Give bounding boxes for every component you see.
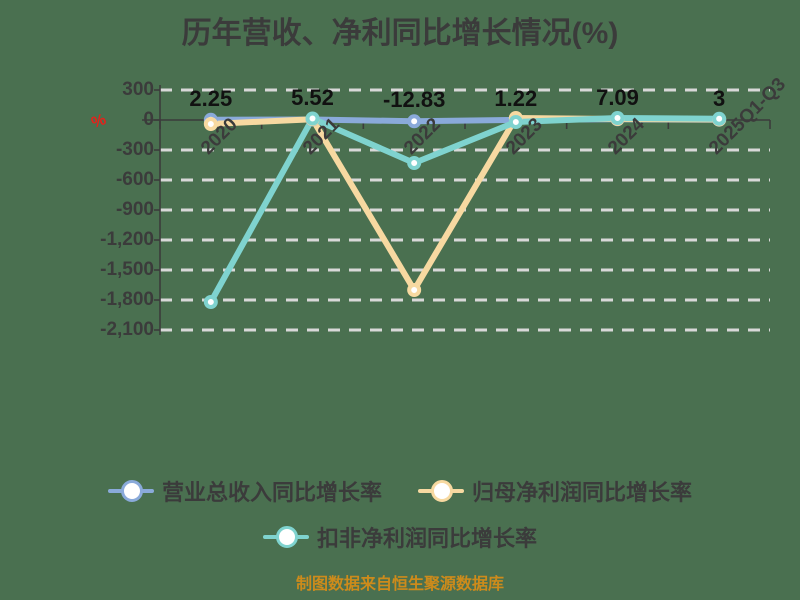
legend-label-deducted-profit: 扣非净利润同比增长率 — [316, 526, 537, 551]
legend-marker-icon-net-profit — [418, 478, 464, 504]
legend-row-1: 营业总收入同比增长率 归母净利润同比增长率 — [0, 468, 800, 514]
data-point-label: 1.22 — [494, 85, 538, 111]
legend-item-net-profit-growth[interactable]: 归母净利润同比增长率 — [418, 475, 692, 507]
series-points — [203, 111, 727, 309]
plot-svg — [142, 85, 771, 335]
data-point-label: 7.09 — [596, 85, 639, 111]
data-point-label: 2.25 — [189, 85, 233, 111]
plot-area: 300 0 -300 -600 -900 -1,200 -1,500 -1,800 -2,100… — [44, 0, 790, 470]
data-point-label: -12.83 — [382, 87, 446, 113]
y-tick-label: 300 — [122, 79, 154, 100]
y-tick-label: -2,100 — [100, 319, 154, 340]
chart-legend: 营业总收入同比增长率 归母净利润同比增长率 扣非净利润同比增长率 — [0, 468, 800, 560]
data-point[interactable] — [610, 111, 625, 125]
data-point[interactable] — [407, 283, 422, 297]
data-point-label: 3 — [713, 85, 726, 111]
y-axis-labels: 300 0 -300 -600 -900 -1,200 -1,500 -1,800 -2,100 — [44, 0, 154, 470]
data-point[interactable] — [305, 111, 320, 126]
data-point[interactable] — [203, 295, 218, 309]
series-lines — [207, 115, 723, 305]
legend-marker-icon-revenue — [107, 478, 154, 504]
gridlines — [160, 88, 770, 332]
data-point[interactable] — [712, 111, 727, 126]
data-point[interactable] — [508, 115, 523, 129]
y-tick-label: 0 — [143, 109, 154, 130]
data-point-label: 5.52 — [291, 85, 334, 111]
legend-item-deducted-profit-growth[interactable]: 扣非净利润同比增长率 — [262, 521, 537, 553]
legend-label-net-profit: 归母净利润同比增长率 — [472, 480, 693, 505]
legend-row-2: 扣非净利润同比增长率 — [0, 514, 800, 560]
data-point[interactable] — [407, 114, 422, 129]
legend-marker-icon-deducted-profit — [262, 524, 309, 550]
data-point[interactable] — [203, 117, 218, 131]
y-tick-label: -300 — [115, 139, 154, 160]
y-tick-label: -1,800 — [100, 289, 154, 310]
footer-source-note: 制图数据来自恒生聚源数据库 — [295, 576, 504, 593]
chart-title: 历年营收、净利同比增长情况(%) — [181, 17, 619, 50]
y-tick-label: -900 — [115, 199, 154, 220]
y-tick-label: -1,200 — [100, 229, 154, 250]
y-tick-label: -1,500 — [100, 259, 154, 280]
y-tick-label: -600 — [115, 169, 154, 190]
series-line — [207, 115, 723, 305]
legend-item-revenue-growth[interactable]: 营业总收入同比增长率 — [107, 475, 382, 507]
legend-label-revenue: 营业总收入同比增长率 — [161, 480, 382, 505]
data-point[interactable] — [407, 156, 422, 170]
